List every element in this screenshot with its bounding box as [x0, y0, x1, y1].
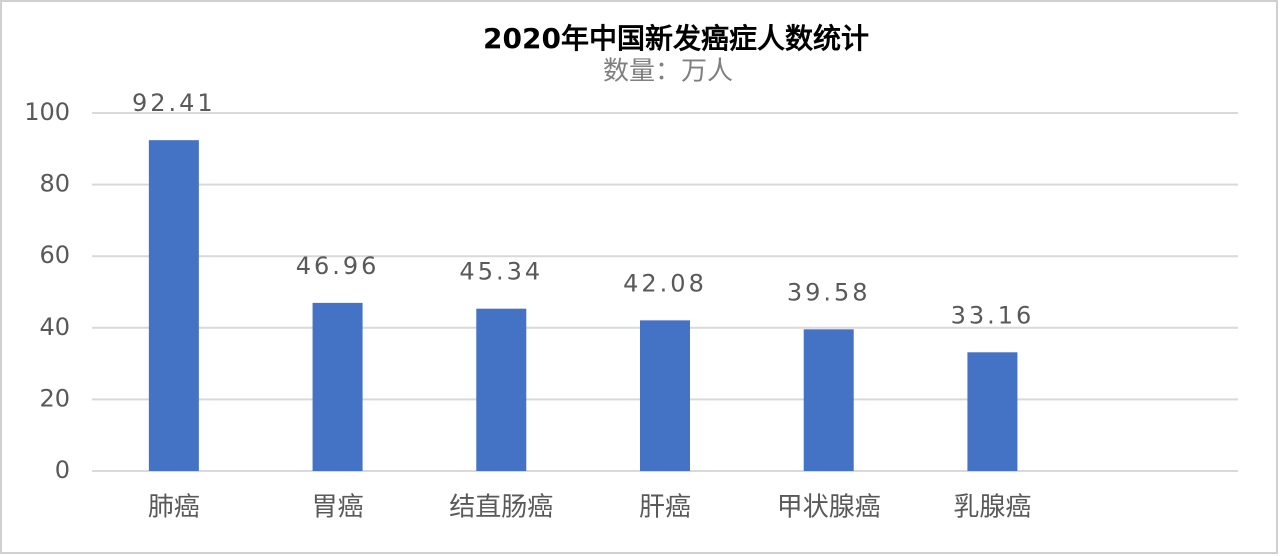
x-tick-label: 甲状腺癌 [777, 493, 881, 523]
y-tick-label: 100 [24, 98, 70, 126]
y-tick-label: 20 [39, 384, 70, 412]
y-tick-label: 60 [39, 241, 70, 269]
x-tick-label: 胃癌 [312, 493, 364, 523]
x-tick-label: 结直肠癌 [449, 493, 553, 523]
bar [803, 329, 854, 471]
data-label: 42.08 [623, 269, 707, 297]
bar [312, 302, 363, 471]
data-label: 46.96 [296, 252, 380, 280]
chart-title: 2020年中国新发癌症人数统计 [483, 22, 869, 55]
data-label: 45.34 [459, 258, 543, 286]
bar [640, 320, 690, 471]
bar [967, 352, 1018, 471]
data-label: 39.58 [787, 278, 871, 306]
data-label: 92.41 [132, 89, 216, 117]
bar [476, 308, 527, 471]
y-tick-label: 80 [39, 170, 70, 198]
bar [148, 140, 199, 472]
y-tick-label: 40 [39, 313, 70, 341]
y-tick-label: 0 [55, 456, 70, 484]
x-tick-label: 肝癌 [639, 493, 691, 523]
data-label: 33.16 [951, 301, 1035, 329]
chart-subtitle: 数量：万人 [603, 57, 733, 87]
x-tick-label: 乳腺癌 [953, 493, 1031, 523]
x-tick-label: 肺癌 [148, 493, 200, 523]
